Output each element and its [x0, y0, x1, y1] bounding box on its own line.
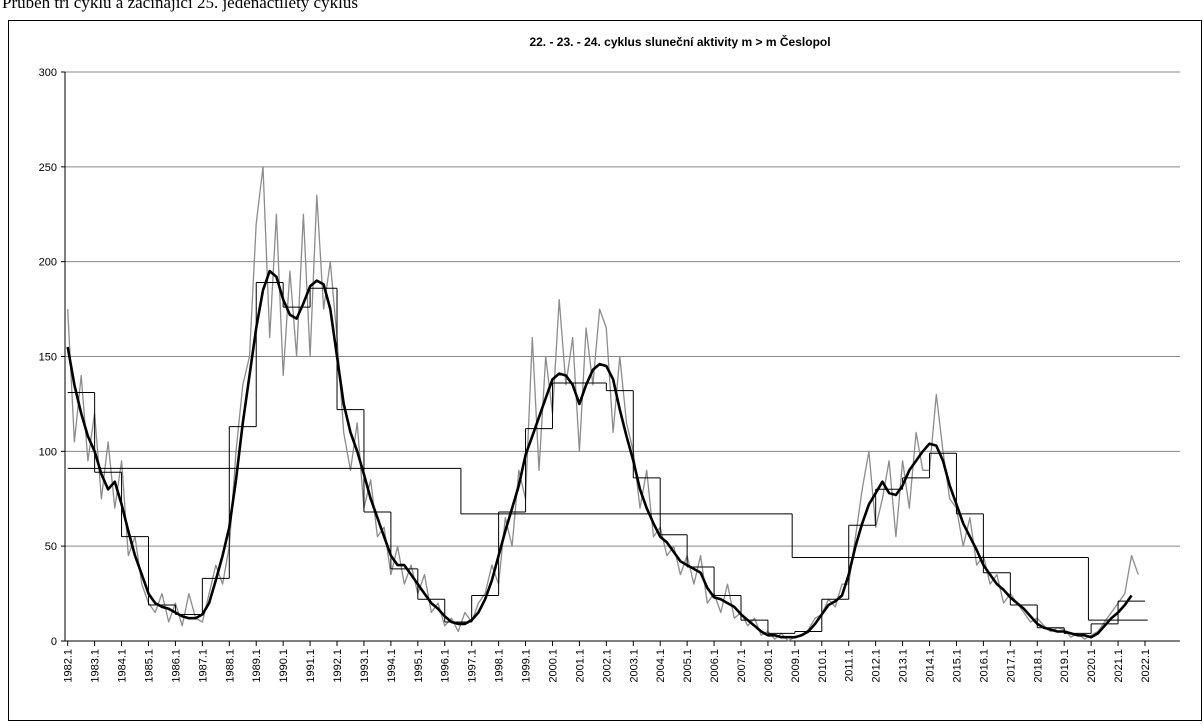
- y-tick-label: 0: [51, 636, 57, 648]
- x-tick-label: 2015.1: [951, 649, 963, 683]
- x-tick-label: 2002.1: [601, 649, 613, 683]
- x-tick-label: 2003.1: [628, 649, 640, 683]
- y-tick-label: 300: [39, 67, 57, 79]
- x-tick-label: 2005.1: [682, 649, 694, 683]
- data-line: [67, 166, 1139, 642]
- x-tick-label: 1993.1: [359, 649, 371, 683]
- x-tick-label: 1984.1: [117, 649, 129, 683]
- x-tick-label: 2013.1: [898, 649, 910, 683]
- x-tick-label: 1997.1: [467, 649, 479, 683]
- x-tick-label: 2009.1: [790, 649, 802, 683]
- x-tick-label: 1989.1: [251, 649, 263, 683]
- x-tick-label: 1990.1: [278, 649, 290, 683]
- x-tick-label: 1983.1: [90, 649, 102, 683]
- x-tick-label: 2012.1: [871, 649, 883, 683]
- data-line: [66, 269, 1133, 639]
- x-tick-label: 2021.1: [1113, 649, 1125, 683]
- x-tick-label: 1994.1: [386, 649, 398, 683]
- x-tick-label: 1986.1: [170, 649, 182, 683]
- y-tick-label: 50: [45, 541, 57, 553]
- x-tick-label: 2018.1: [1032, 649, 1044, 683]
- x-tick-label: 1999.1: [521, 649, 533, 683]
- x-tick-label: 1996.1: [440, 649, 452, 683]
- y-tick-label: 200: [39, 257, 57, 269]
- x-tick-label: 2014.1: [925, 649, 937, 683]
- x-tick-label: 1988.1: [224, 649, 236, 683]
- y-tick-label: 100: [39, 446, 57, 458]
- x-tick-label: 2016.1: [978, 649, 990, 683]
- x-tick-label: 2006.1: [709, 649, 721, 683]
- page-heading: Průběh tří cyklů a začínající 25. jedená…: [2, 0, 358, 12]
- chart-title: 22. - 23. - 24. cyklus sluneční aktivity…: [529, 34, 830, 49]
- x-tick-label: 2007.1: [736, 649, 748, 683]
- x-tick-label: 2010.1: [817, 649, 829, 683]
- x-tick-label: 2019.1: [1059, 649, 1071, 683]
- x-tick-label: 2008.1: [763, 649, 775, 683]
- x-tick-label: 1982.1: [63, 649, 75, 683]
- x-tick-label: 2011.1: [844, 649, 856, 682]
- chart-border: [8, 20, 1202, 721]
- x-tick-label: 1992.1: [332, 649, 344, 683]
- x-tick-label: 2000.1: [547, 649, 559, 683]
- x-tick-label: 2020.1: [1086, 649, 1098, 683]
- y-tick-label: 150: [39, 352, 57, 364]
- x-tick-label: 1991.1: [305, 649, 317, 683]
- y-tick-label: 250: [39, 162, 57, 174]
- x-tick-label: 2004.1: [655, 649, 667, 683]
- x-tick-label: 2022.1: [1140, 649, 1152, 683]
- x-tick-label: 2017.1: [1005, 649, 1017, 683]
- x-tick-label: 2001.1: [574, 649, 586, 683]
- x-tick-label: 1998.1: [494, 649, 506, 683]
- x-tick-label: 1995.1: [413, 649, 425, 683]
- x-tick-label: 1985.1: [143, 649, 155, 683]
- x-tick-label: 1987.1: [197, 649, 209, 683]
